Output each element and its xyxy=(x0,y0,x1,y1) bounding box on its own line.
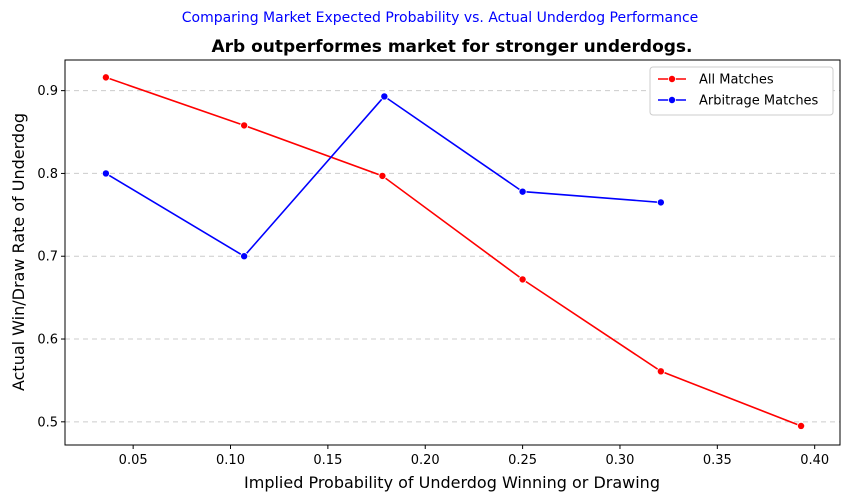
data-point xyxy=(656,198,665,207)
legend-swatch-marker xyxy=(668,96,677,105)
plot-area xyxy=(64,59,841,446)
x-tick-label: 0.20 xyxy=(411,453,440,468)
x-tick-label: 0.25 xyxy=(508,453,537,468)
y-tick-label: 0.9 xyxy=(37,84,58,99)
x-tick-label: 0.40 xyxy=(800,453,829,468)
x-axis-ticks: 0.05 0.10 0.15 0.20 0.25 0.30 0.35 0.40 xyxy=(119,445,829,468)
series-0 xyxy=(101,73,806,430)
legend-item: Arbitrage Matches xyxy=(658,94,819,109)
x-tick-label: 0.15 xyxy=(313,453,342,468)
data-point xyxy=(101,73,110,82)
legend: All Matches Arbitrage Matches xyxy=(649,66,834,116)
data-point xyxy=(518,187,527,196)
data-point xyxy=(378,171,387,180)
y-tick-label: 0.8 xyxy=(37,167,58,182)
legend-swatch-marker xyxy=(668,75,677,84)
series-layer xyxy=(101,73,806,430)
x-tick-label: 0.05 xyxy=(119,453,148,468)
legend-item: All Matches xyxy=(658,73,774,88)
legend-items: All Matches Arbitrage Matches xyxy=(658,73,819,109)
data-point xyxy=(240,252,249,261)
y-axis-label: Actual Win/Draw Rate of Underdog xyxy=(9,113,28,391)
x-tick-label: 0.35 xyxy=(703,453,732,468)
y-tick-label: 0.5 xyxy=(37,415,58,430)
y-tick-label: 0.7 xyxy=(37,250,58,265)
gridlines xyxy=(65,90,840,423)
x-tick-label: 0.10 xyxy=(216,453,245,468)
data-point xyxy=(518,275,527,284)
x-tick-label: 0.30 xyxy=(605,453,634,468)
series-line xyxy=(105,76,802,427)
data-point xyxy=(240,121,249,130)
data-point xyxy=(656,367,665,376)
legend-label: Arbitrage Matches xyxy=(699,94,819,109)
data-point xyxy=(101,169,110,178)
chart-suptitle: Comparing Market Expected Probability vs… xyxy=(182,10,699,26)
chart-title: Arb outperformes market for stronger und… xyxy=(211,37,692,57)
data-point xyxy=(380,92,389,101)
y-tick-label: 0.6 xyxy=(37,333,58,348)
legend-label: All Matches xyxy=(699,73,774,88)
series-1 xyxy=(101,92,665,261)
legend-box xyxy=(649,66,834,116)
x-axis-label: Implied Probability of Underdog Winning … xyxy=(244,473,660,492)
y-axis-ticks: 0.5 0.6 0.7 0.8 0.9 xyxy=(37,84,65,430)
data-point xyxy=(797,421,806,430)
